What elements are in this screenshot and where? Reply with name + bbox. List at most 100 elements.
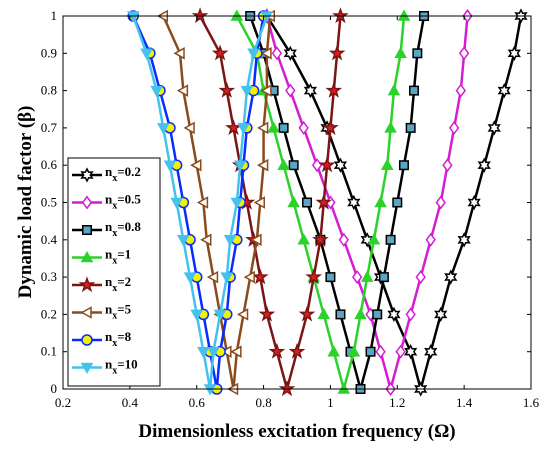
data-point	[176, 84, 189, 97]
data-point	[268, 342, 286, 359]
data-point	[298, 305, 316, 322]
data-point	[183, 272, 197, 284]
data-point	[220, 272, 234, 284]
data-point	[458, 46, 470, 61]
data-point	[372, 309, 383, 320]
legend-label: nx=0.5	[105, 192, 141, 212]
data-point	[412, 48, 423, 59]
legend-marker	[80, 362, 94, 375]
data-point	[380, 158, 394, 170]
series-7	[126, 11, 274, 396]
data-point	[260, 84, 272, 97]
y-axis-title: Dynamic load factor (β)	[15, 106, 36, 299]
data-point	[302, 197, 313, 208]
legend-label: nx=2	[105, 274, 131, 294]
data-point	[467, 194, 481, 211]
y-tick-label: 0.7	[41, 120, 58, 135]
data-point	[347, 345, 361, 357]
data-point	[448, 120, 460, 135]
legend-marker	[81, 195, 93, 210]
data-point	[354, 307, 367, 320]
data-point	[497, 82, 511, 99]
data-point	[378, 272, 389, 283]
data-point	[278, 380, 296, 397]
data-point	[223, 235, 237, 247]
data-point	[415, 270, 426, 285]
data-point	[375, 344, 386, 359]
data-point	[236, 308, 249, 321]
data-point	[247, 48, 260, 60]
data-point	[317, 307, 331, 320]
data-point	[177, 235, 190, 247]
data-point	[260, 47, 272, 60]
x-tick-label: 0.6	[189, 395, 206, 410]
data-point	[206, 270, 219, 284]
data-point	[233, 160, 247, 172]
data-point	[257, 121, 269, 135]
data-point	[297, 233, 310, 245]
data-point	[312, 231, 329, 247]
data-point	[425, 232, 436, 247]
ticks-layer: 0.2 0.4 0.6 0.8 1 1.2 1.4 1.6 0 0.1 0.2 0.3 0.4 0.5 0.…	[41, 8, 540, 410]
data-point	[487, 120, 501, 136]
legend-item: nx=8	[72, 329, 132, 349]
x-tick-label: 1.6	[523, 395, 540, 410]
data-point	[351, 270, 363, 285]
data-point	[404, 344, 418, 360]
x-tick-label: 1	[327, 395, 334, 410]
x-tick-label: 1.4	[456, 395, 473, 410]
legend-item: nx=0.8	[72, 219, 141, 239]
data-point	[315, 193, 333, 210]
legend-item: nx=1	[72, 247, 131, 267]
data-point	[322, 119, 339, 136]
data-point	[442, 158, 453, 173]
y-tick-label: 0.5	[41, 195, 57, 210]
legend-marker	[80, 306, 92, 319]
data-point	[395, 344, 406, 359]
legend-marker	[78, 276, 96, 293]
data-point	[424, 344, 438, 360]
data-point	[394, 46, 407, 59]
data-point	[385, 234, 396, 245]
data-point	[325, 81, 343, 98]
data-point	[335, 309, 346, 320]
data-point	[477, 157, 491, 173]
data-point	[190, 309, 203, 321]
data-point	[333, 157, 348, 173]
legend-item: nx=5	[72, 302, 132, 322]
data-point	[196, 196, 209, 209]
x-tick-label: 1.2	[389, 395, 405, 410]
data-point	[183, 121, 195, 135]
data-point	[200, 233, 212, 247]
data-point	[243, 270, 255, 284]
legend: nx=0.2 nx=0.5 nx=0.8 nx=1 nx=2 nx=5 nx=8 nx=10	[67, 157, 161, 387]
data-point	[230, 345, 242, 358]
data-point	[197, 346, 210, 359]
data-point	[328, 44, 346, 61]
data-point	[303, 82, 318, 99]
data-point	[405, 307, 416, 322]
data-point	[374, 195, 387, 208]
legend-label: nx=5	[105, 302, 132, 322]
data-point	[253, 196, 265, 209]
legend-item: nx=0.2	[72, 164, 141, 184]
legend-label: nx=10	[105, 357, 138, 377]
data-point	[384, 121, 397, 133]
data-point	[278, 122, 289, 133]
data-point	[250, 233, 262, 247]
data-point	[283, 45, 297, 61]
data-point	[444, 269, 458, 285]
data-point	[288, 342, 306, 359]
legend-marker	[80, 250, 94, 263]
data-point	[409, 85, 419, 96]
series-4	[191, 7, 349, 397]
data-point	[157, 123, 170, 135]
data-point	[288, 160, 299, 171]
data-point	[305, 268, 323, 285]
data-point	[365, 346, 376, 357]
y-tick-label: 0.4	[41, 232, 58, 247]
data-point	[398, 160, 409, 171]
data-point	[173, 47, 185, 60]
x-tick-label: 0.8	[255, 395, 271, 410]
